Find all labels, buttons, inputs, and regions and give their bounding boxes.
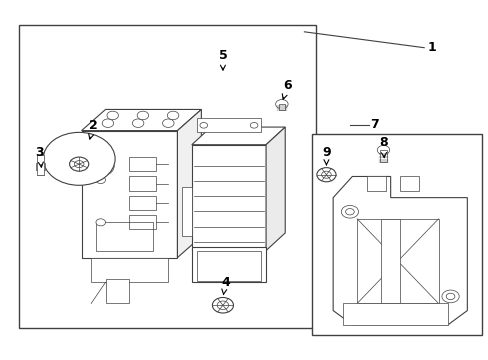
Circle shape [200, 122, 207, 128]
Circle shape [316, 168, 335, 182]
Circle shape [446, 293, 454, 300]
Bar [379, 150, 386, 162]
Circle shape [321, 171, 330, 178]
Polygon shape [191, 127, 285, 145]
Bar [81, 131, 177, 258]
Text: 7: 7 [369, 118, 378, 131]
Bar [37, 155, 43, 175]
Circle shape [217, 301, 228, 310]
Bar [129, 157, 156, 171]
Bar [196, 251, 261, 280]
Circle shape [345, 208, 353, 215]
Bar [129, 176, 156, 190]
Text: 5: 5 [218, 49, 227, 70]
Text: 1: 1 [427, 41, 435, 54]
Circle shape [69, 157, 89, 171]
Bar [96, 222, 153, 251]
Circle shape [212, 297, 233, 313]
Circle shape [376, 145, 389, 154]
Bar [129, 215, 156, 229]
Circle shape [96, 219, 105, 226]
Circle shape [137, 111, 148, 120]
Bar [342, 303, 447, 325]
Bar [366, 176, 385, 190]
Circle shape [132, 119, 143, 127]
Bar [191, 247, 265, 282]
Circle shape [441, 290, 458, 303]
Text: 6: 6 [282, 79, 291, 99]
Bar [278, 104, 285, 111]
Bar [129, 196, 156, 210]
Text: 4: 4 [221, 276, 229, 294]
Polygon shape [332, 176, 467, 325]
Circle shape [74, 161, 84, 168]
Polygon shape [81, 109, 201, 131]
Bar [19, 25, 316, 328]
Text: 8: 8 [378, 136, 387, 158]
Polygon shape [177, 109, 201, 258]
Circle shape [275, 100, 287, 109]
Circle shape [167, 111, 179, 120]
Circle shape [162, 119, 174, 127]
Bar [196, 118, 261, 132]
Bar [36, 163, 44, 171]
Circle shape [96, 176, 105, 184]
Bar [399, 176, 419, 190]
Circle shape [250, 122, 257, 128]
Circle shape [87, 156, 114, 176]
Text: 2: 2 [88, 119, 98, 139]
Bar [182, 187, 191, 237]
Polygon shape [356, 219, 438, 303]
Polygon shape [265, 127, 285, 251]
Circle shape [107, 111, 118, 120]
Bar [311, 134, 481, 335]
Bar [91, 258, 167, 282]
Circle shape [341, 206, 358, 218]
Bar [380, 219, 400, 303]
Bar [191, 145, 265, 251]
Bar [105, 279, 129, 303]
Circle shape [102, 119, 113, 127]
Text: 3: 3 [36, 146, 44, 167]
Text: 9: 9 [322, 146, 330, 165]
Circle shape [43, 132, 115, 185]
